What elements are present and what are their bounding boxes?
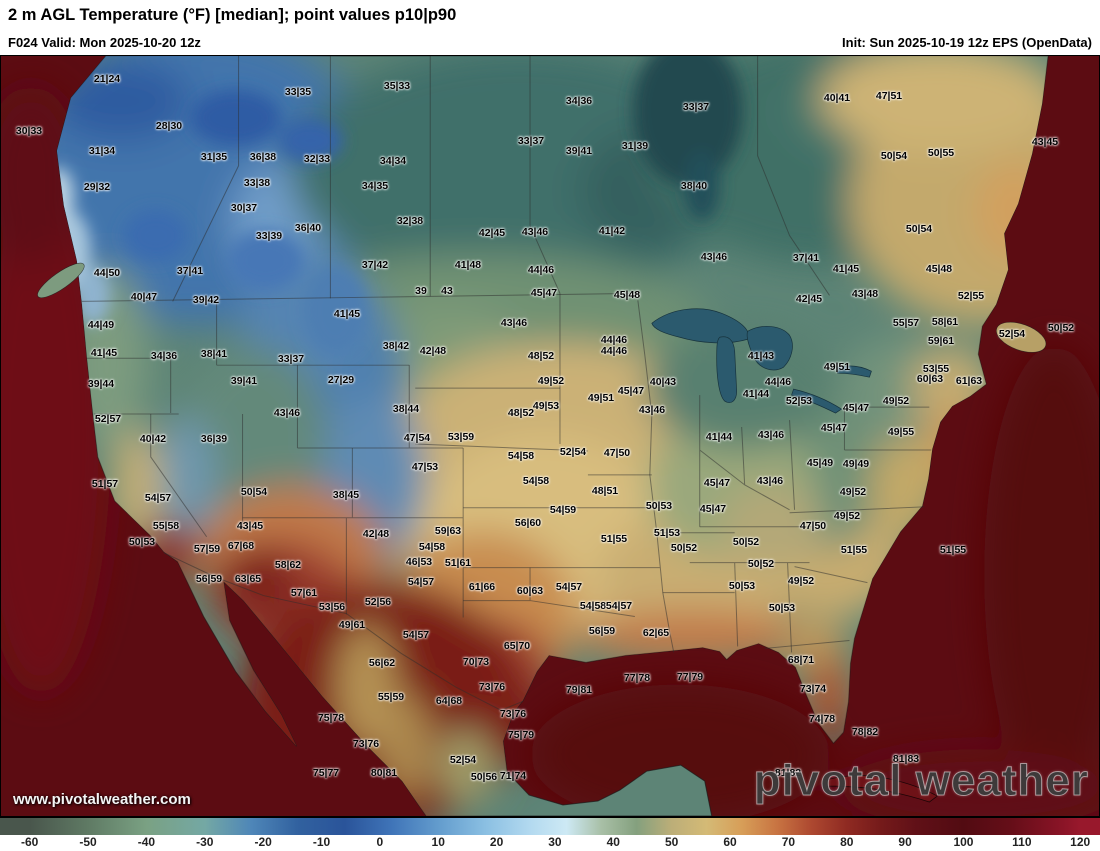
colorbar-tick: -20 [254, 835, 272, 849]
colorbar-gradient [0, 818, 1100, 835]
colorbar-tick: 80 [840, 835, 854, 849]
nova-scotia [996, 321, 1047, 353]
colorbar-tick: 60 [723, 835, 737, 849]
vancouver-island [37, 262, 85, 299]
lake-michigan [716, 336, 738, 403]
colorbar-tick: -40 [137, 835, 156, 849]
weather-map: 21|24 33|35 35|33 34|36 33|37 40|41 47|51 30|33… [0, 55, 1100, 817]
temperature-colorbar: -60 -50 -40 -30 -20 -10 0 10 20 30 40 50 60 70 80 90 100… [0, 817, 1100, 850]
colorbar-tick: -30 [196, 835, 214, 849]
watermark-url: www.pivotalweather.com [13, 791, 191, 808]
colorbar-tick: 0 [376, 835, 384, 849]
ocean-shading [1, 85, 1099, 816]
map-title: 2 m AGL Temperature (°F) [median]; point… [8, 5, 457, 24]
info-bar: F024 Valid: Mon 2025-10-20 12z Init: Sun… [0, 30, 1100, 55]
colorbar-tick: 100 [953, 835, 974, 849]
forecast-valid-label: F024 Valid: Mon 2025-10-20 12z [8, 35, 201, 50]
colorbar-tick: 40 [606, 835, 620, 849]
lake-ontario [837, 365, 872, 378]
colorbar-tick: 30 [548, 835, 562, 849]
colorbar-tick: -10 [312, 835, 331, 849]
colorbar-tick: 120 [1070, 835, 1091, 849]
colorbar-tick: 10 [431, 835, 445, 849]
colorbar-tick: 50 [664, 835, 679, 849]
political-borders [81, 56, 932, 711]
colorbar-tick: -50 [79, 835, 97, 849]
lake-erie [791, 388, 843, 414]
colorbar-tick: -60 [21, 835, 39, 849]
colorbar-tick: 20 [489, 835, 504, 849]
colorbar-tick: 110 [1012, 835, 1032, 849]
great-lakes [651, 308, 872, 414]
title-bar: 2 m AGL Temperature (°F) [median]; point… [0, 0, 1100, 30]
model-init-label: Init: Sun 2025-10-19 12z EPS (OpenData) [842, 35, 1092, 50]
map-graphic [1, 56, 1099, 816]
colorbar-ticks: -60 -50 -40 -30 -20 -10 0 10 20 30 40 50 60 70 80 90 100… [0, 835, 1100, 851]
colorbar-tick: 70 [781, 835, 796, 849]
cuba [824, 775, 939, 803]
lake-huron [746, 326, 793, 371]
colorbar-tick: 90 [898, 835, 912, 849]
brand-logo: pivotal weather [753, 756, 1089, 806]
